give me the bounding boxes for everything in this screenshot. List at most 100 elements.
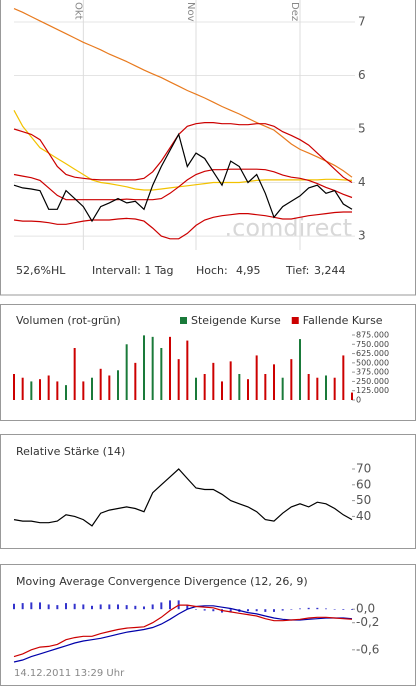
y-tick-label: 625.000 [356, 349, 389, 358]
bar [91, 377, 93, 400]
bar [73, 603, 76, 610]
bar [229, 609, 232, 613]
bar [151, 604, 154, 610]
bar [238, 374, 241, 400]
line [13, 110, 353, 191]
x-tick-label: Nov [185, 2, 196, 22]
y-tick-label: 0 [356, 396, 361, 405]
bar [281, 377, 284, 400]
line [13, 168, 353, 201]
bar [212, 609, 215, 612]
bar [65, 603, 67, 610]
bar [316, 377, 319, 400]
bar [30, 381, 33, 400]
x-tick-label: Dez [289, 2, 300, 21]
volume-panel [0, 304, 416, 421]
info-text: 52,6%HL [16, 264, 66, 277]
bar [351, 392, 353, 400]
info-text: Tief: [285, 264, 309, 277]
legend-label: Fallende Kurse [303, 314, 383, 327]
y-tick-label: 125.000 [356, 386, 389, 395]
bar [333, 609, 336, 610]
macd-panel [0, 564, 416, 686]
panel-title: Volumen (rot-grün) [16, 314, 121, 327]
bar [134, 605, 137, 610]
line [13, 8, 353, 178]
bar [30, 602, 33, 610]
bar [47, 375, 50, 400]
bar [264, 374, 267, 400]
line [13, 132, 353, 223]
bar [39, 602, 41, 610]
bar [307, 374, 310, 400]
info-text: Hoch: [196, 264, 228, 277]
y-tick-label: 250.000 [356, 377, 389, 386]
y-tick-label: 50 [356, 493, 371, 507]
y-tick-label: 60 [356, 477, 371, 491]
bar [212, 362, 215, 400]
bar [151, 336, 154, 400]
info-text: 4,95 [236, 264, 261, 277]
bar [21, 603, 24, 610]
bar [307, 607, 310, 610]
bar [255, 355, 258, 400]
bar [13, 603, 15, 610]
bar [73, 348, 76, 400]
bar [125, 605, 128, 610]
y-tick-label: 70 [356, 462, 371, 476]
bar [108, 375, 111, 400]
watermark: .comdirect [225, 214, 353, 242]
bar [56, 381, 59, 400]
bar [255, 609, 258, 612]
bar [195, 377, 197, 400]
bar [160, 602, 163, 610]
bar [177, 359, 180, 400]
panel-title: Moving Average Convergence Divergence (1… [16, 575, 308, 588]
bar [125, 344, 128, 400]
legend-label: Steigende Kurse [191, 314, 281, 327]
bar [56, 605, 59, 610]
bar [99, 368, 102, 400]
line [13, 468, 353, 527]
bar [203, 609, 206, 611]
x-tick-label: Okt [72, 2, 83, 20]
bar [316, 607, 319, 610]
y-tick-label: 375.000 [356, 368, 389, 377]
bar [39, 379, 41, 400]
bar [13, 374, 15, 400]
bar [91, 605, 93, 610]
y-tick-label: 750.000 [356, 340, 389, 349]
price-panel [0, 0, 416, 296]
bar [117, 604, 119, 610]
bar [169, 600, 171, 610]
y-tick-label: 5 [358, 122, 366, 136]
bar [203, 374, 206, 400]
bar [247, 609, 249, 612]
bar [169, 336, 171, 400]
bar [273, 609, 275, 612]
bar [82, 604, 85, 610]
y-tick-label: -0,6 [356, 642, 379, 656]
bar [229, 361, 232, 400]
legend-swatch [180, 317, 187, 324]
bar [325, 608, 327, 610]
bar [247, 379, 249, 400]
bar [82, 381, 85, 400]
line [13, 604, 353, 658]
bar [221, 381, 223, 400]
bar [108, 604, 111, 610]
y-tick-label: 500.000 [356, 358, 389, 367]
bar [342, 355, 345, 400]
bar [281, 609, 284, 611]
y-tick-label: 0,0 [356, 602, 375, 616]
bar [195, 609, 197, 610]
bar [299, 339, 301, 400]
bar [351, 609, 353, 610]
y-tick-label: 875.000 [356, 331, 389, 340]
legend-swatch [291, 317, 299, 324]
rsi-panel [0, 434, 416, 549]
bar [143, 606, 145, 610]
bar [134, 362, 137, 400]
y-tick-label: 6 [358, 68, 366, 82]
